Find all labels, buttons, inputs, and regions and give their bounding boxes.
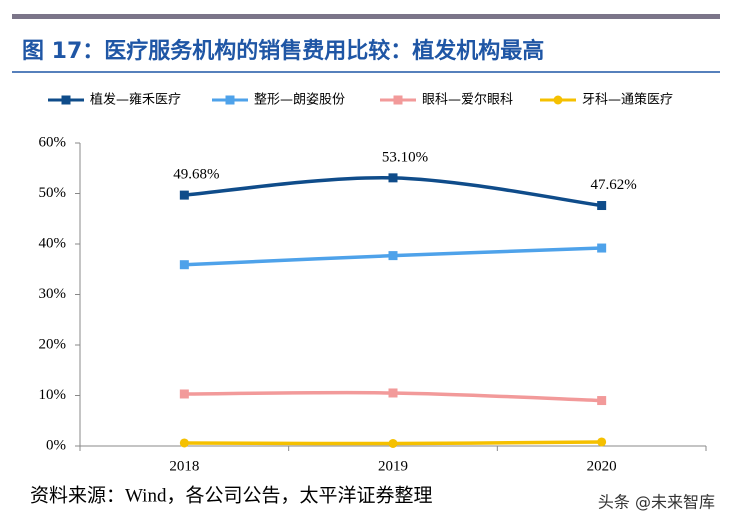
marker (597, 437, 607, 447)
marker (179, 190, 189, 200)
marker (597, 243, 607, 253)
legend-label: 牙科—通策医疗 (582, 92, 673, 108)
marker (179, 438, 189, 448)
top-rule (12, 14, 720, 19)
marker (553, 95, 563, 105)
marker (597, 396, 607, 406)
marker (61, 95, 71, 105)
x-tick-label: 2019 (378, 458, 408, 474)
x-tick-label: 2018 (169, 458, 199, 474)
marker (388, 388, 398, 398)
legend-label: 整形—朗姿股份 (254, 92, 345, 108)
data-label: 49.68% (173, 167, 219, 183)
marker (388, 251, 398, 261)
y-tick-label: 10% (39, 387, 67, 403)
y-tick-label: 60% (39, 134, 67, 150)
source-note: 资料来源：Wind，各公司公告，太平洋证券整理 (30, 484, 432, 506)
data-label: 53.10% (382, 149, 428, 165)
marker (225, 95, 235, 105)
y-tick-label: 40% (39, 235, 67, 251)
marker (388, 438, 398, 448)
watermark: 头条 @未来智库 (598, 493, 715, 512)
legend-label: 眼科—爱尔眼科 (422, 93, 513, 108)
marker (597, 201, 607, 211)
y-tick-label: 20% (39, 336, 67, 352)
y-tick-label: 30% (39, 286, 67, 302)
legend-label: 植发—雍禾医疗 (90, 92, 181, 108)
y-tick-label: 50% (39, 185, 67, 201)
marker (393, 95, 403, 105)
marker (179, 260, 189, 270)
x-tick-label: 2020 (587, 458, 617, 474)
y-tick-label: 0% (46, 437, 66, 453)
chart-title: 图 17：医疗服务机构的销售费用比较：植发机构最高 (22, 38, 544, 64)
marker (388, 173, 398, 183)
marker (179, 389, 189, 399)
data-label: 47.62% (591, 177, 637, 193)
